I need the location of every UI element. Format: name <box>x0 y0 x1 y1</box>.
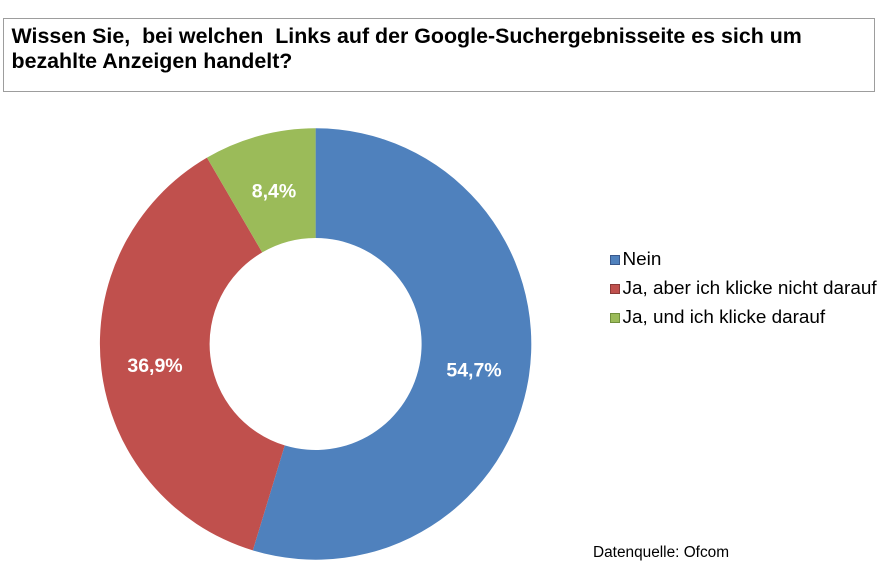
svg-text:36,9%: 36,9% <box>127 355 182 377</box>
svg-text:54,7%: 54,7% <box>446 359 501 381</box>
svg-text:8,4%: 8,4% <box>252 181 296 203</box>
